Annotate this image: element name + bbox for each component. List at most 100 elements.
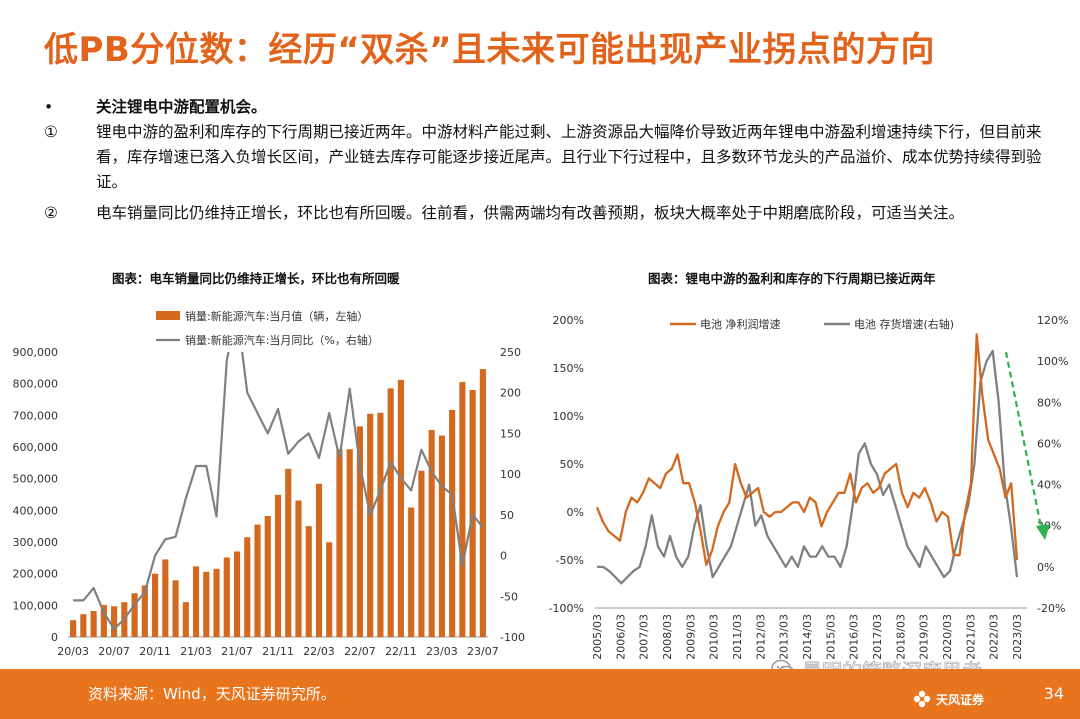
sales-bar [264, 516, 271, 637]
x-tick-label: 2018/03 [894, 614, 907, 660]
y-right-tick-label: 50 [500, 509, 514, 522]
x-tick-label: 20/07 [98, 645, 130, 658]
y-left-tick-label: 200% [553, 314, 584, 327]
sales-bar [162, 559, 169, 637]
sales-bar [111, 606, 118, 637]
logo-text: 天风证券 [936, 692, 985, 707]
x-tick-label: 2009/03 [684, 614, 697, 660]
y-left-tick-label: 150% [553, 362, 584, 375]
x-tick-label: 2022/03 [988, 614, 1001, 660]
x-tick-label: 21/03 [180, 645, 212, 658]
sales-bar [377, 412, 384, 637]
sales-bar [203, 571, 210, 637]
y-left-tick-label: -50% [556, 554, 584, 567]
y-right-tick-label: 40% [1037, 479, 1061, 492]
sales-bar [285, 468, 292, 637]
sales-bar [274, 494, 282, 637]
trend-arrow-head [1036, 524, 1050, 540]
x-tick-label: 2015/03 [824, 614, 837, 660]
sales-bar [336, 449, 343, 637]
legend-label-inventory: 电池 存货增速(右轴) [854, 317, 954, 331]
x-tick-label: 22/11 [385, 645, 417, 658]
sales-bar [469, 390, 476, 637]
x-tick-label: 20/03 [57, 645, 89, 658]
y-right-tick-label: 100 [500, 468, 521, 481]
page-title: 低PB分位数：经历“双杀”且未来可能出现产业拐点的方向 [44, 30, 936, 70]
sales-bar [479, 369, 486, 637]
x-tick-label: 2010/03 [708, 614, 721, 660]
x-tick-label: 22/07 [344, 645, 376, 658]
x-tick-label: 21/11 [262, 645, 294, 658]
x-tick-label: 20/11 [139, 645, 171, 658]
footer-bar: 资料来源：Wind，天风证券研究所。 天风证券 34 [0, 669, 1080, 719]
x-tick-label: 2023/03 [1011, 614, 1024, 660]
bullet-text: 关注锂电中游配置机会。 [96, 98, 267, 116]
y-right-tick-label: 60% [1037, 437, 1061, 450]
sales-bar [346, 449, 353, 637]
sales-bar [295, 500, 302, 637]
y-left-tick-label: 0% [567, 506, 584, 519]
sales-bar [254, 524, 261, 637]
bullet-mark: • [44, 98, 54, 116]
x-tick-label: 2011/03 [731, 614, 744, 660]
sales-bar [326, 542, 333, 637]
sales-bar [70, 620, 77, 637]
x-tick-label: 21/07 [221, 645, 253, 658]
y-right-tick-label: 80% [1037, 396, 1061, 409]
bullet-item: • 关注锂电中游配置机会。 [40, 95, 1060, 120]
x-tick-label: 2006/03 [614, 614, 627, 660]
sales-bar [223, 557, 230, 637]
legend-label-profit: 电池 净利润增速 [700, 317, 781, 331]
bullet-text: 锂电中游的盈利和库存的下行周期已接近两年。中游材料产能过剩、上游资源品大幅降价导… [96, 123, 1042, 191]
y-left-tick-label: 400,000 [13, 504, 59, 517]
ev-sales-chart: 销量:新能源汽车:当月值（辆，左轴） 销量:新能源汽车:当月同比（%，右轴） 900… [13, 309, 525, 658]
sales-bar [141, 585, 148, 637]
sales-bar [182, 602, 189, 637]
x-tick-label: 2014/03 [801, 614, 814, 660]
y-left-tick-label: 0 [51, 631, 58, 644]
bullet-mark: ② [44, 204, 58, 222]
bullet-mark: ① [44, 123, 58, 141]
x-tick-label: 2017/03 [871, 614, 884, 660]
x-tick-label: 2008/03 [661, 614, 674, 660]
x-tick-label: 23/03 [426, 645, 458, 658]
y-left-tick-label: 900,000 [13, 346, 59, 359]
sales-bar [152, 573, 159, 637]
sales-bar [172, 580, 179, 637]
sales-bar [244, 537, 251, 637]
sales-bar [367, 413, 374, 637]
y-right-tick-label: 0% [1037, 561, 1054, 574]
x-tick-label: 2005/03 [591, 614, 604, 660]
y-left-tick-label: 700,000 [13, 409, 59, 422]
x-tick-label: 2019/03 [918, 614, 931, 660]
flower-logo-icon [913, 690, 931, 708]
chart-1-title: 图表：电车销量同比仍维持正增长，环比也有所回暖 [112, 271, 400, 286]
source-note: 资料来源：Wind，天风证券研究所。 [88, 685, 336, 703]
y-left-tick-label: 100,000 [13, 599, 59, 612]
y-right-tick-label: 200 [500, 387, 521, 400]
trend-arrow-line [1004, 351, 1044, 533]
x-tick-label: 2013/03 [778, 614, 791, 660]
battery-cycle-chart: 电池 净利润增速 电池 存货增速(右轴) 200% 150% 100% 50% 0% -50%… [549, 314, 1069, 660]
sales-bar [356, 426, 364, 637]
y-right-tick-label: 250 [500, 346, 521, 359]
sales-bar [100, 605, 107, 637]
sales-bar [428, 429, 435, 637]
inventory-growth-line [597, 349, 1019, 585]
x-tick-label: 2012/03 [754, 614, 767, 660]
x-tick-label: 2021/03 [964, 614, 977, 660]
y-right-tick-label: -20% [1037, 602, 1065, 615]
sales-bar [213, 568, 220, 637]
yoy-line [73, 352, 484, 630]
y-left-tick-label: 300,000 [13, 536, 59, 549]
page-number: 34 [1043, 684, 1064, 703]
y-right-tick-label: 0 [500, 550, 507, 563]
x-tick-label: 22/03 [303, 645, 335, 658]
sales-bar [438, 435, 445, 637]
logo: 天风证券 [912, 689, 984, 709]
chart-2-title: 图表：锂电中游的盈利和库存的下行周期已接近两年 [648, 271, 936, 286]
sales-bar [418, 470, 425, 637]
y-left-tick-label: -100% [549, 602, 584, 615]
y-right-tick-label: 100% [1037, 355, 1068, 368]
y-left-tick-label: 100% [553, 410, 584, 423]
